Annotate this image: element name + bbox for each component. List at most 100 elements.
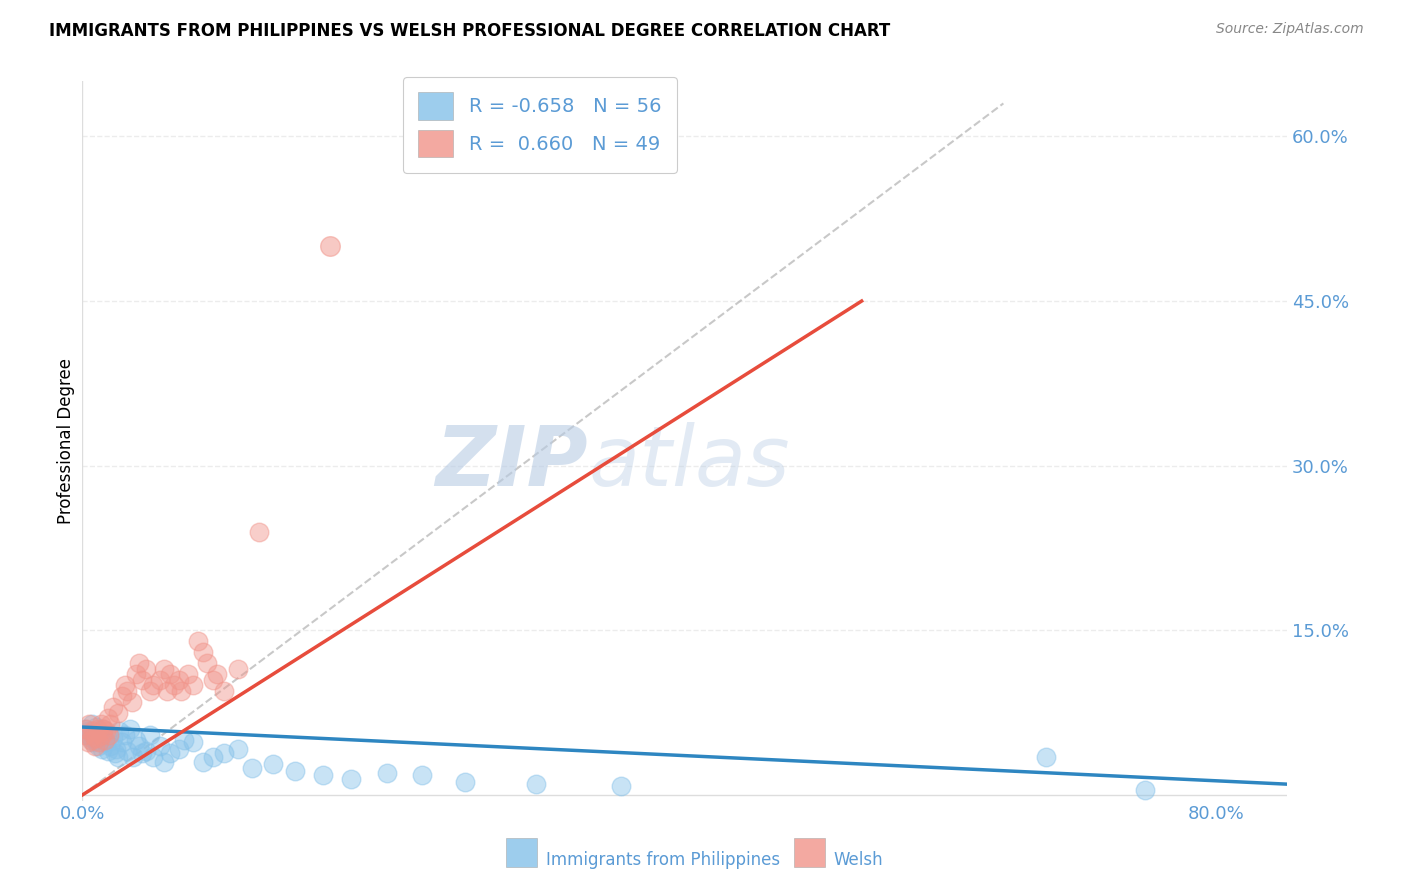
- Point: [1035, 749, 1057, 764]
- Point: [104, 747, 127, 761]
- Point: [79, 733, 101, 747]
- Point: [149, 739, 172, 753]
- Point: [340, 772, 363, 786]
- Point: [121, 695, 143, 709]
- Point: [89, 735, 111, 749]
- Point: [122, 749, 145, 764]
- Point: [80, 716, 103, 731]
- Point: [181, 678, 204, 692]
- Legend: R = -0.658   N = 56, R =  0.660   N = 49: R = -0.658 N = 56, R = 0.660 N = 49: [404, 77, 678, 173]
- Point: [89, 724, 111, 739]
- Point: [139, 728, 162, 742]
- Point: [103, 731, 125, 745]
- Point: [170, 683, 193, 698]
- Point: [454, 775, 477, 789]
- Point: [240, 761, 263, 775]
- Point: [128, 657, 150, 671]
- Point: [247, 524, 270, 539]
- Point: [201, 749, 224, 764]
- Point: [1133, 782, 1156, 797]
- Point: [159, 747, 181, 761]
- Point: [82, 735, 104, 749]
- Point: [91, 728, 114, 742]
- Point: [128, 739, 150, 753]
- Point: [142, 749, 165, 764]
- Point: [96, 724, 118, 739]
- Point: [226, 742, 249, 756]
- Point: [94, 733, 117, 747]
- Text: IMMIGRANTS FROM PHILIPPINES VS WELSH PROFESSIONAL DEGREE CORRELATION CHART: IMMIGRANTS FROM PHILIPPINES VS WELSH PRO…: [49, 22, 890, 40]
- Point: [86, 739, 108, 753]
- Point: [84, 720, 107, 734]
- Point: [84, 731, 107, 745]
- Text: Welsh: Welsh: [834, 851, 883, 869]
- Point: [173, 733, 195, 747]
- Point: [262, 757, 284, 772]
- Point: [82, 728, 104, 742]
- Point: [96, 735, 118, 749]
- Point: [97, 744, 120, 758]
- Point: [181, 735, 204, 749]
- Point: [105, 742, 128, 756]
- Point: [111, 735, 134, 749]
- Point: [312, 768, 335, 782]
- Point: [167, 742, 190, 756]
- Point: [107, 749, 129, 764]
- Point: [77, 728, 100, 742]
- Point: [226, 662, 249, 676]
- Point: [98, 728, 121, 742]
- Point: [108, 724, 131, 739]
- Point: [90, 728, 112, 742]
- Point: [73, 723, 96, 737]
- Point: [131, 747, 153, 761]
- Point: [125, 733, 148, 747]
- Point: [153, 662, 176, 676]
- Point: [131, 673, 153, 687]
- Point: [94, 733, 117, 747]
- Text: ZIP: ZIP: [436, 422, 588, 503]
- Point: [319, 239, 342, 253]
- Point: [114, 728, 136, 742]
- Point: [77, 716, 100, 731]
- Point: [284, 764, 307, 778]
- Point: [80, 724, 103, 739]
- Point: [100, 739, 122, 753]
- Point: [107, 706, 129, 720]
- Point: [93, 723, 115, 737]
- Point: [135, 662, 157, 676]
- Text: atlas: atlas: [588, 422, 790, 503]
- Point: [83, 733, 105, 747]
- Point: [163, 678, 186, 692]
- Point: [79, 731, 101, 745]
- Point: [191, 755, 214, 769]
- Point: [167, 673, 190, 687]
- Point: [153, 755, 176, 769]
- Point: [86, 723, 108, 737]
- Point: [76, 735, 98, 749]
- Point: [76, 724, 98, 739]
- Point: [103, 700, 125, 714]
- Point: [212, 683, 235, 698]
- Point: [139, 683, 162, 698]
- Point: [98, 728, 121, 742]
- Point: [156, 683, 179, 698]
- Point: [205, 667, 228, 681]
- Point: [149, 673, 172, 687]
- Point: [120, 723, 142, 737]
- Point: [97, 711, 120, 725]
- Point: [73, 728, 96, 742]
- Y-axis label: Professional Degree: Professional Degree: [58, 358, 75, 524]
- Point: [177, 667, 200, 681]
- Point: [83, 739, 105, 753]
- Point: [411, 768, 433, 782]
- Point: [524, 777, 547, 791]
- Point: [111, 690, 134, 704]
- Point: [100, 716, 122, 731]
- Point: [90, 716, 112, 731]
- Point: [114, 678, 136, 692]
- Text: Immigrants from Philippines: Immigrants from Philippines: [546, 851, 780, 869]
- Point: [91, 742, 114, 756]
- Point: [201, 673, 224, 687]
- Point: [125, 667, 148, 681]
- Text: Source: ZipAtlas.com: Source: ZipAtlas.com: [1216, 22, 1364, 37]
